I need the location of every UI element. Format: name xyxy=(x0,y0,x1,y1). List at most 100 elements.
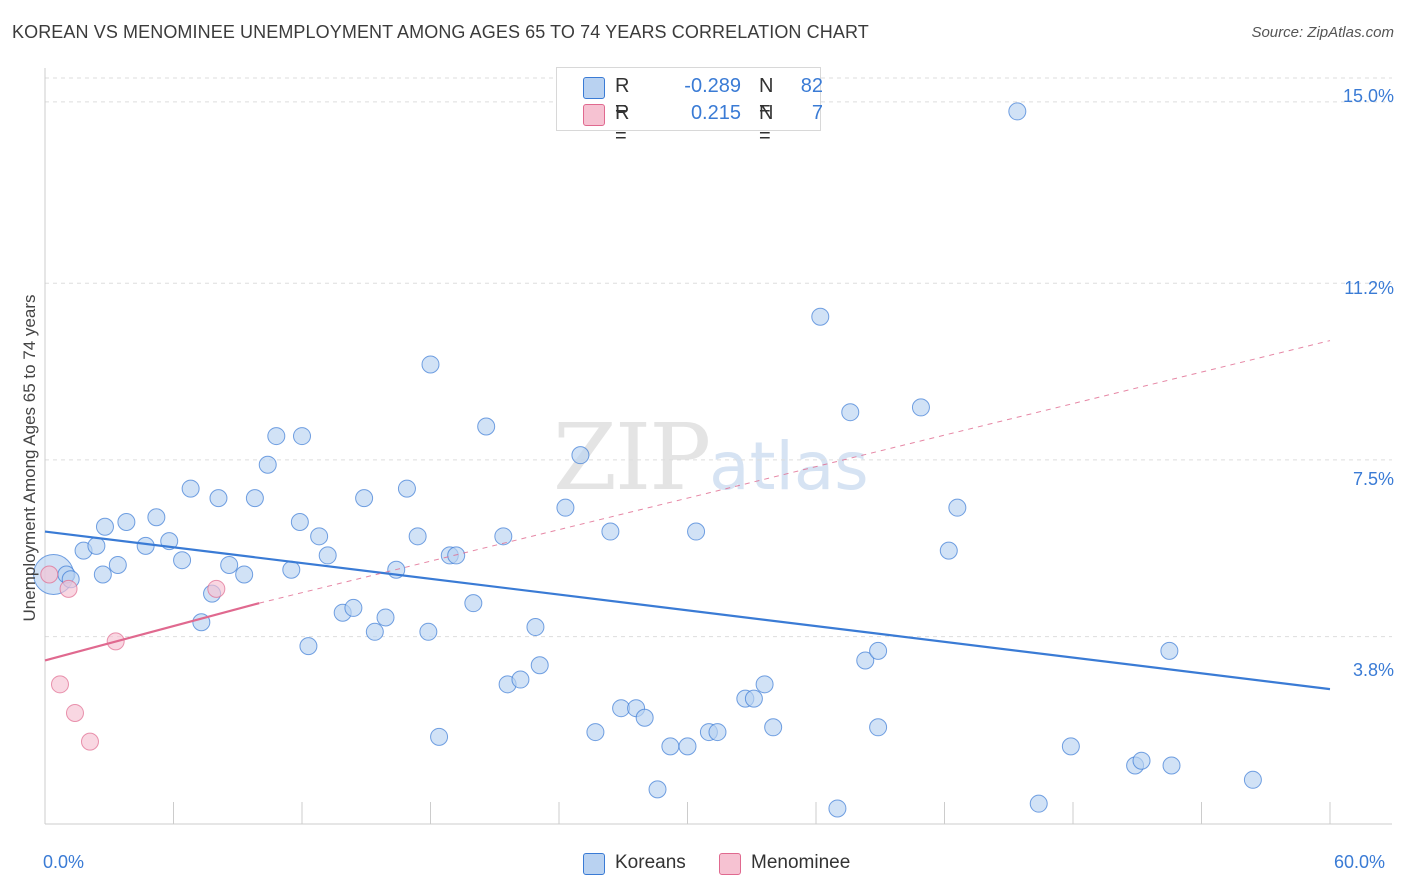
y-tick-label-15: 15.0% xyxy=(1342,86,1394,106)
trendline-menominee-extension xyxy=(259,340,1331,604)
point-koreans xyxy=(856,651,875,670)
point-koreans xyxy=(494,527,513,546)
point-koreans xyxy=(209,489,228,508)
point-koreans xyxy=(911,398,930,417)
point-koreans xyxy=(939,541,958,560)
y-tick-label-3: 3.8% xyxy=(1352,660,1394,680)
point-koreans xyxy=(293,427,311,446)
point-koreans xyxy=(678,737,697,756)
legend-r-label: R = xyxy=(615,75,630,120)
point-koreans xyxy=(948,498,967,517)
point-koreans xyxy=(1132,751,1151,770)
legend-r-value: -0.289 xyxy=(684,75,741,97)
bottom-legend-label-koreans: Koreans xyxy=(615,852,686,873)
point-koreans xyxy=(1243,770,1262,789)
point-koreans xyxy=(181,479,200,498)
point-koreans xyxy=(173,551,192,570)
y-axis-label: Unemployment Among Ages 65 to 74 years xyxy=(20,294,39,622)
legend-swatch-koreans xyxy=(583,77,605,99)
x-tick-label-min: 0.0% xyxy=(43,852,85,872)
bottom-legend-swatch-koreans xyxy=(583,853,605,875)
point-koreans xyxy=(108,555,127,574)
point-koreans xyxy=(290,513,309,531)
point-koreans xyxy=(1008,102,1027,121)
point-koreans xyxy=(841,403,860,422)
trendline-menominee xyxy=(44,602,260,662)
watermark-atlas: atlas xyxy=(709,428,869,505)
point-koreans xyxy=(571,446,590,465)
legend: R = -0.289 N = 82 R = 0.215 N = 7 xyxy=(556,67,823,147)
point-koreans xyxy=(464,594,483,613)
point-menominee xyxy=(50,675,69,694)
point-koreans xyxy=(282,560,301,579)
point-menominee xyxy=(207,579,226,598)
point-koreans xyxy=(648,780,667,799)
point-koreans xyxy=(299,637,318,656)
point-koreans xyxy=(421,355,440,374)
point-koreans xyxy=(267,427,286,446)
legend-r-value: 0.215 xyxy=(690,102,741,124)
point-koreans xyxy=(828,799,847,818)
point-koreans xyxy=(612,699,631,718)
legend-r-label: R = xyxy=(615,102,630,147)
point-koreans xyxy=(430,727,449,746)
point-koreans xyxy=(318,546,337,565)
point-koreans xyxy=(601,522,620,541)
point-koreans xyxy=(869,641,888,660)
bottom-legend-label-menominee: Menominee xyxy=(751,852,851,873)
point-koreans xyxy=(511,670,530,689)
point-koreans xyxy=(764,718,783,737)
point-koreans xyxy=(365,622,384,641)
point-koreans xyxy=(310,527,329,546)
point-koreans xyxy=(93,565,112,584)
point-koreans xyxy=(687,522,706,541)
y-tick-label-11: 11.2% xyxy=(1344,278,1394,298)
point-koreans xyxy=(258,455,277,474)
point-koreans xyxy=(526,618,545,637)
point-koreans xyxy=(635,708,654,727)
bottom-legend-swatch-menominee xyxy=(719,853,741,875)
point-koreans xyxy=(1061,737,1080,756)
point-koreans xyxy=(419,622,438,641)
point-koreans xyxy=(344,598,363,617)
point-koreans xyxy=(95,517,114,536)
point-koreans xyxy=(869,718,888,737)
point-koreans xyxy=(235,565,254,584)
point-koreans xyxy=(1160,641,1179,660)
legend-n-value: 7 xyxy=(811,102,823,124)
point-koreans xyxy=(477,417,496,436)
point-koreans xyxy=(1162,756,1181,775)
point-koreans xyxy=(117,513,136,531)
x-tick-label-max: 60.0% xyxy=(1334,852,1386,872)
legend-n-value: 82 xyxy=(800,75,823,97)
point-koreans xyxy=(355,489,374,508)
point-menominee xyxy=(59,579,78,598)
legend-swatch-menominee xyxy=(583,104,605,126)
point-koreans xyxy=(744,689,763,708)
point-koreans xyxy=(220,555,239,574)
point-koreans xyxy=(447,546,466,565)
point-menominee xyxy=(80,732,99,751)
point-koreans xyxy=(556,498,575,517)
point-koreans xyxy=(136,536,155,555)
point-koreans xyxy=(87,536,106,555)
point-koreans xyxy=(397,479,416,498)
point-koreans xyxy=(408,527,427,546)
point-koreans xyxy=(147,508,166,527)
point-koreans xyxy=(586,723,605,742)
point-koreans xyxy=(376,608,395,627)
source-label: Source: ZipAtlas.com xyxy=(1251,24,1394,41)
point-koreans xyxy=(245,489,264,508)
point-koreans xyxy=(811,307,830,326)
y-tick-label-7: 7.5% xyxy=(1352,469,1394,489)
point-koreans xyxy=(1029,794,1048,813)
point-menominee xyxy=(40,565,59,584)
point-koreans xyxy=(755,675,774,694)
trendline-koreans xyxy=(44,530,1331,691)
point-koreans xyxy=(530,656,549,675)
legend-n-label: N = xyxy=(759,75,774,120)
legend-n-label: N = xyxy=(759,102,774,147)
chart-title: KOREAN VS MENOMINEE UNEMPLOYMENT AMONG A… xyxy=(12,22,869,42)
point-koreans xyxy=(661,737,680,756)
